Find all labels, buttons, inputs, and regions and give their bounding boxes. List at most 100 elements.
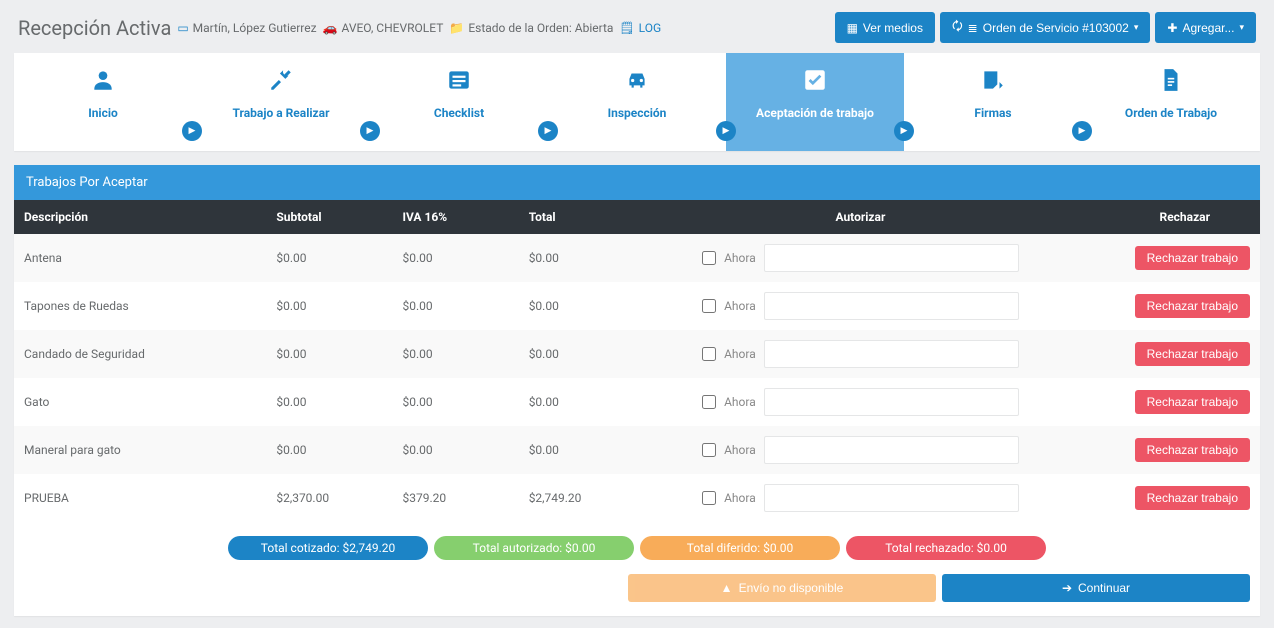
tab-trabajo[interactable]: Trabajo a Realizar▶: [192, 53, 370, 151]
cell-desc: Candado de Seguridad: [14, 330, 266, 378]
step-dot[interactable]: ▶: [182, 121, 202, 141]
cell-iva: $0.00: [393, 426, 519, 474]
authorize-now-label: Ahora: [724, 491, 756, 505]
file-icon: [1082, 67, 1260, 100]
cell-subtotal: $0.00: [266, 378, 392, 426]
authorize-input[interactable]: [764, 388, 1019, 416]
table-row: Gato$0.00$0.00$0.00AhoraRechazar trabajo: [14, 378, 1260, 426]
service-order-button[interactable]: 🗘 ≣ Orden de Servicio #103002 ▾: [940, 12, 1150, 43]
vehicle-meta: 🚗 AVEO, CHEVROLET: [323, 21, 444, 35]
jobs-panel: Trabajos Por Aceptar Descripción Subtota…: [14, 165, 1260, 616]
total-rechazado: Total rechazado: $0.00: [846, 536, 1046, 560]
authorize-input[interactable]: [764, 244, 1019, 272]
tab-label: Firmas: [974, 106, 1011, 120]
cell-iva: $0.00: [393, 378, 519, 426]
car-icon: 🚗: [323, 21, 338, 35]
vehicle-name: AVEO, CHEVROLET: [342, 21, 444, 35]
view-media-button[interactable]: ▦ Ver medios: [835, 12, 935, 43]
cell-subtotal: $0.00: [266, 282, 392, 330]
tab-inspeccion[interactable]: Inspección▶: [548, 53, 726, 151]
reject-button[interactable]: Rechazar trabajo: [1135, 342, 1250, 366]
tab-label: Inicio: [88, 106, 118, 120]
totals-row: Total cotizado: $2,749.20 Total autoriza…: [14, 522, 1260, 574]
signature-icon: [904, 67, 1082, 100]
client-name: Martín, López Gutierrez: [193, 21, 317, 35]
authorize-checkbox[interactable]: [702, 491, 716, 505]
cell-subtotal: $2,370.00: [266, 474, 392, 522]
authorize-input[interactable]: [764, 484, 1019, 512]
cell-desc: Gato: [14, 378, 266, 426]
folder-icon: 📁: [449, 21, 464, 35]
step-dot[interactable]: ▶: [538, 121, 558, 141]
user-icon: [14, 67, 192, 100]
authorize-checkbox[interactable]: [702, 443, 716, 457]
send-disabled-button: ▲ Envío no disponible: [628, 574, 936, 602]
step-dot[interactable]: ▶: [716, 121, 736, 141]
total-cotizado: Total cotizado: $2,749.20: [228, 536, 428, 560]
col-autorizar: Autorizar: [645, 200, 1076, 234]
cell-iva: $0.00: [393, 330, 519, 378]
authorize-now-label: Ahora: [724, 443, 756, 457]
plus-icon: ✚: [1167, 21, 1177, 35]
reject-button[interactable]: Rechazar trabajo: [1135, 486, 1250, 510]
send-disabled-label: Envío no disponible: [739, 581, 844, 595]
order-state: Estado de la Orden: Abierta: [468, 21, 613, 35]
tab-aceptacion[interactable]: Aceptación de trabajo▶: [726, 53, 904, 151]
view-media-label: Ver medios: [863, 21, 923, 35]
log-meta[interactable]: 🗒 LOG: [619, 21, 661, 35]
reject-button[interactable]: Rechazar trabajo: [1135, 438, 1250, 462]
col-total: Total: [519, 200, 645, 234]
authorize-checkbox[interactable]: [702, 347, 716, 361]
check-icon: [726, 67, 904, 100]
col-rechazar: Rechazar: [1076, 200, 1260, 234]
authorize-checkbox[interactable]: [702, 395, 716, 409]
tab-inicio[interactable]: Inicio: [14, 53, 192, 151]
tools-icon: [192, 67, 370, 100]
page-title: Recepción Activa: [18, 16, 171, 40]
cell-iva: $379.20: [393, 474, 519, 522]
tab-firmas[interactable]: Firmas▶: [904, 53, 1082, 151]
authorize-checkbox[interactable]: [702, 299, 716, 313]
tab-label: Orden de Trabajo: [1125, 106, 1217, 120]
cell-total: $0.00: [519, 234, 645, 282]
cell-desc: Maneral para gato: [14, 426, 266, 474]
cell-desc: Antena: [14, 234, 266, 282]
authorize-checkbox[interactable]: [702, 251, 716, 265]
authorize-now-label: Ahora: [724, 395, 756, 409]
col-subtotal: Subtotal: [266, 200, 392, 234]
tab-orden[interactable]: Orden de Trabajo▶: [1082, 53, 1260, 151]
tab-label: Checklist: [434, 106, 484, 120]
reject-button[interactable]: Rechazar trabajo: [1135, 294, 1250, 318]
table-row: Maneral para gato$0.00$0.00$0.00AhoraRec…: [14, 426, 1260, 474]
step-dot[interactable]: ▶: [360, 121, 380, 141]
log-link[interactable]: LOG: [639, 21, 662, 35]
reject-button[interactable]: Rechazar trabajo: [1135, 390, 1250, 414]
jobs-table: Descripción Subtotal IVA 16% Total Autor…: [14, 200, 1260, 522]
cell-total: $0.00: [519, 378, 645, 426]
add-button[interactable]: ✚ Agregar... ▾: [1155, 12, 1256, 43]
add-label: Agregar...: [1182, 21, 1234, 35]
step-dot[interactable]: ▶: [894, 121, 914, 141]
continue-button[interactable]: ➔ Continuar: [942, 574, 1250, 602]
authorize-now-label: Ahora: [724, 251, 756, 265]
authorize-input[interactable]: [764, 292, 1019, 320]
warning-icon: ▲: [721, 581, 733, 595]
total-autorizado: Total autorizado: $0.00: [434, 536, 634, 560]
cell-total: $0.00: [519, 330, 645, 378]
tab-label: Trabajo a Realizar: [233, 106, 330, 120]
chevron-down-icon: ▾: [1134, 22, 1139, 33]
tab-label: Inspección: [608, 106, 667, 120]
cell-iva: $0.00: [393, 234, 519, 282]
authorize-input[interactable]: [764, 340, 1019, 368]
step-dot[interactable]: ▶: [1072, 121, 1092, 141]
reject-button[interactable]: Rechazar trabajo: [1135, 246, 1250, 270]
cell-desc: Tapones de Ruedas: [14, 282, 266, 330]
order-state-meta: 📁 Estado de la Orden: Abierta: [449, 21, 613, 35]
tab-checklist[interactable]: Checklist▶: [370, 53, 548, 151]
cell-total: $0.00: [519, 282, 645, 330]
table-row: Tapones de Ruedas$0.00$0.00$0.00AhoraRec…: [14, 282, 1260, 330]
authorize-input[interactable]: [764, 436, 1019, 464]
tab-label: Aceptación de trabajo: [756, 106, 874, 120]
total-diferido: Total diferido: $0.00: [640, 536, 840, 560]
list-icon: [370, 67, 548, 100]
